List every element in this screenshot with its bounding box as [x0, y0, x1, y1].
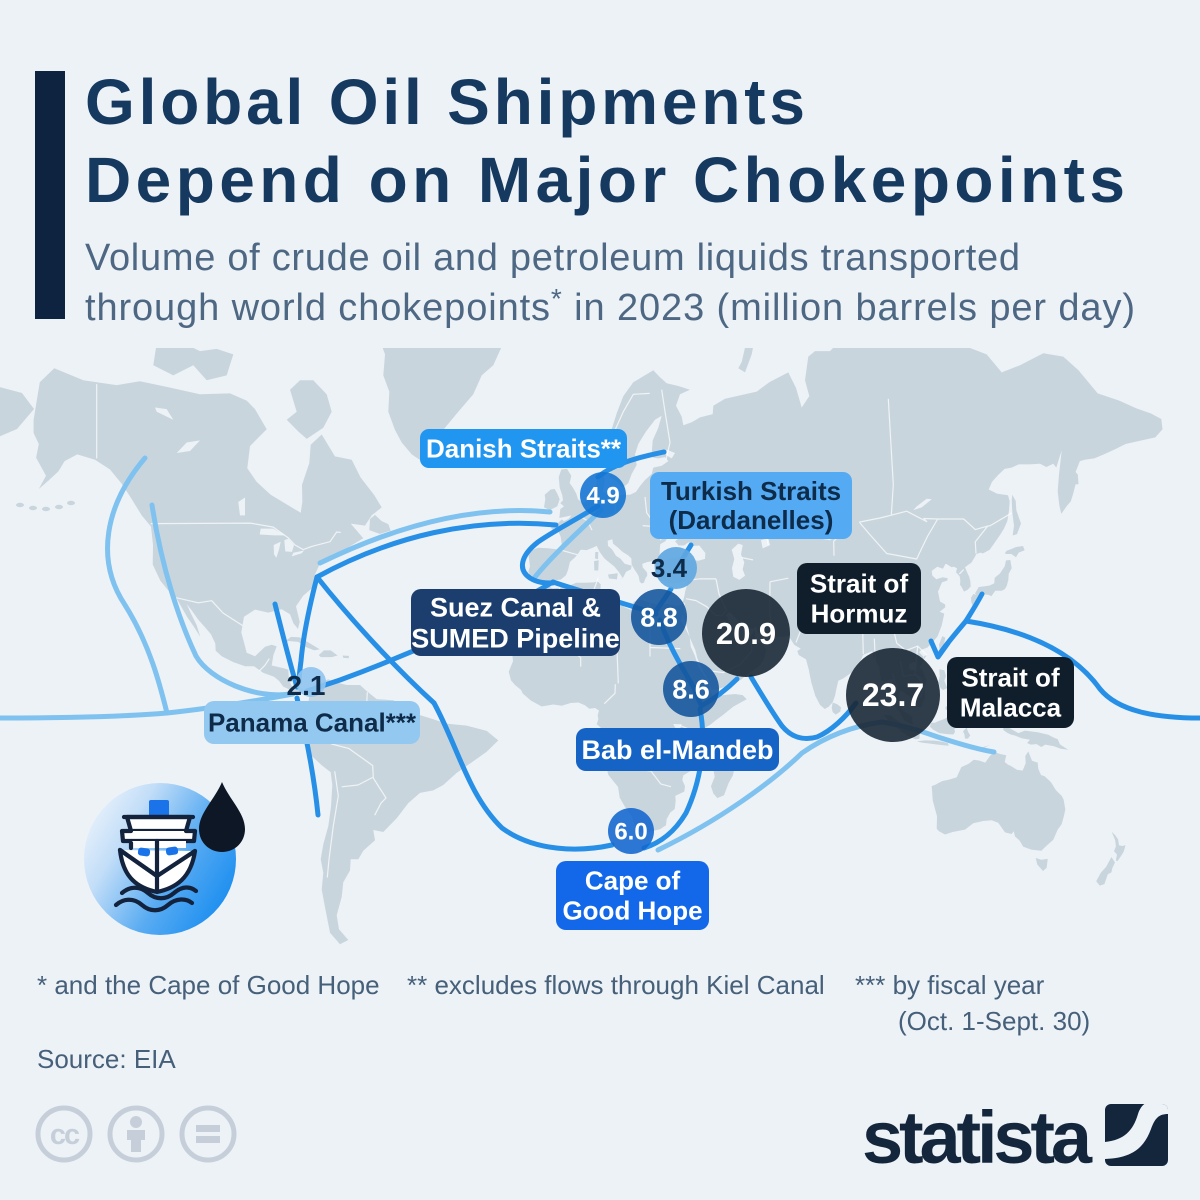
- svg-text:20.9: 20.9: [716, 616, 776, 651]
- svg-text:23.7: 23.7: [862, 677, 924, 713]
- svg-text:Danish Straits**: Danish Straits**: [426, 434, 622, 464]
- svg-text:* and the Cape of Good Hope: * and the Cape of Good Hope: [37, 970, 380, 1000]
- svg-text:3.4: 3.4: [651, 553, 688, 583]
- svg-text:Cape of: Cape of: [585, 866, 681, 896]
- svg-text:** excludes flows through Kiel: ** excludes flows through Kiel Canal: [407, 970, 825, 1000]
- svg-text:Turkish Straits: Turkish Straits: [661, 476, 841, 506]
- svg-text:statista: statista: [862, 1096, 1093, 1179]
- svg-text:Bab el-Mandeb: Bab el-Mandeb: [581, 735, 773, 765]
- svg-text:Strait of: Strait of: [810, 569, 909, 599]
- svg-text:8.8: 8.8: [640, 602, 678, 632]
- svg-text:through world chokepoints* in: through world chokepoints* in 2023 (mill…: [85, 283, 1135, 329]
- svg-text:(Oct. 1-Sept. 30): (Oct. 1-Sept. 30): [898, 1006, 1090, 1036]
- svg-text:4.9: 4.9: [586, 482, 619, 509]
- svg-text:Good Hope: Good Hope: [562, 896, 702, 926]
- svg-text:*** by fiscal year: *** by fiscal year: [855, 970, 1045, 1000]
- svg-text:8.6: 8.6: [672, 674, 710, 704]
- svg-text:Hormuz: Hormuz: [811, 599, 908, 629]
- svg-text:SUMED Pipeline: SUMED Pipeline: [411, 624, 620, 654]
- svg-text:Source: EIA: Source: EIA: [37, 1044, 176, 1074]
- svg-text:Suez Canal &: Suez Canal &: [430, 593, 601, 623]
- svg-text:6.0: 6.0: [614, 818, 647, 845]
- svg-text:Panama Canal***: Panama Canal***: [208, 708, 417, 738]
- svg-text:Strait of: Strait of: [961, 663, 1060, 693]
- svg-text:2.1: 2.1: [287, 670, 326, 701]
- svg-text:Volume of crude oil and petrol: Volume of crude oil and petroleum liquid…: [85, 237, 1020, 279]
- svg-text:Malacca: Malacca: [960, 693, 1062, 723]
- svg-text:cc: cc: [50, 1119, 80, 1151]
- svg-text:(Dardanelles): (Dardanelles): [669, 505, 834, 535]
- svg-text:Depend on Major Chokepoints: Depend on Major Chokepoints: [85, 144, 1125, 216]
